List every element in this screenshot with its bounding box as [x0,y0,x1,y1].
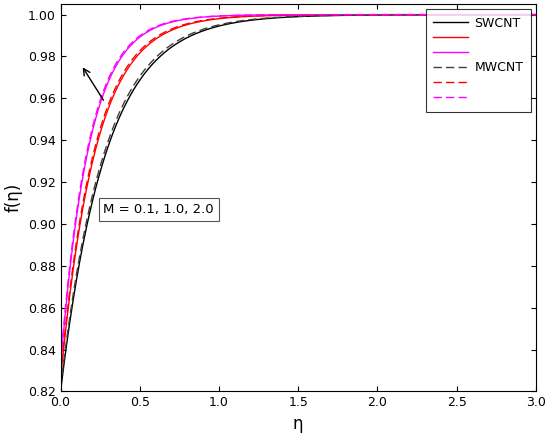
X-axis label: η: η [293,415,304,433]
Legend: SWCNT, , , MWCNT, , : SWCNT, , , MWCNT, , [426,9,531,111]
Y-axis label: f(η): f(η) [4,183,22,212]
Text: M = 0.1, 1.0, 2.0: M = 0.1, 1.0, 2.0 [103,203,214,216]
